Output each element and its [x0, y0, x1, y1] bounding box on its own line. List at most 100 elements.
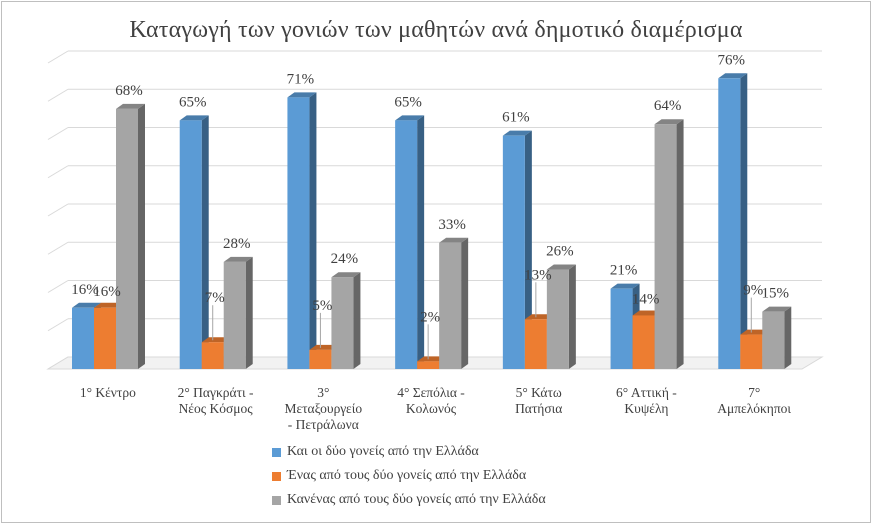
- data-label: 33%: [438, 217, 466, 233]
- legend-label: Κανένας από τους δύο γονείς από την Ελλά…: [287, 492, 546, 507]
- bar-side: [417, 115, 425, 369]
- bar: [654, 124, 677, 369]
- legend-swatch: [272, 447, 281, 457]
- category-label: Νέος Κόσμος: [179, 401, 254, 416]
- data-label: 14%: [632, 291, 660, 307]
- bar-top: [654, 119, 684, 125]
- legend-item: Και οι δύο γονείς από την Ελλάδα: [272, 440, 546, 464]
- category-label: Αμπελόκηποι: [717, 401, 791, 416]
- bar: [632, 315, 655, 369]
- data-label: 13%: [524, 267, 552, 283]
- legend-item: Ένας από τους δύο γονείς από την Ελλάδα: [272, 464, 546, 488]
- gridline-side: [47, 203, 69, 217]
- bar: [439, 242, 462, 369]
- legend-label: Και οι δύο γονείς από την Ελλάδα: [287, 444, 479, 459]
- legend-swatch: [272, 471, 281, 481]
- gridline-side: [47, 241, 69, 255]
- bar: [94, 307, 116, 369]
- data-label: 21%: [610, 263, 638, 279]
- bar-top: [524, 314, 554, 320]
- gridline-side: [47, 318, 69, 332]
- category-label: 1° Κέντρο: [80, 385, 136, 400]
- bar: [179, 120, 202, 369]
- category-label: 6° Αττική -: [616, 385, 677, 400]
- data-label: 7%: [205, 290, 225, 306]
- legend: Και οι δύο γονείς από την Ελλάδα Ένας από…: [272, 440, 546, 512]
- bar: [762, 311, 785, 369]
- bar: [502, 135, 525, 369]
- bar-side: [784, 306, 792, 369]
- data-label: 2%: [420, 309, 440, 325]
- category-label: Κολωνός: [406, 401, 457, 416]
- data-label: 16%: [71, 282, 99, 298]
- category-label: 2° Παγκράτι -: [178, 385, 254, 400]
- legend-swatch: [272, 495, 281, 505]
- bar-top: [740, 329, 770, 335]
- bar-top: [287, 92, 317, 98]
- data-label: 76%: [718, 52, 746, 68]
- bar: [740, 334, 763, 369]
- bar-top: [632, 310, 662, 316]
- bar-side: [353, 272, 361, 369]
- data-label: 28%: [223, 236, 251, 252]
- category-label: Μεταξουργείο: [284, 401, 362, 416]
- bar: [72, 307, 94, 369]
- bar: [309, 349, 332, 369]
- bar-top: [179, 115, 209, 121]
- data-label: 71%: [287, 71, 315, 87]
- bar: [116, 108, 138, 370]
- bar: [331, 277, 354, 369]
- legend-item: Κανένας από τους δύο γονείς από την Ελλά…: [272, 488, 546, 512]
- bar-side: [676, 119, 684, 369]
- bar: [395, 120, 418, 369]
- category-label: Πατήσια: [515, 401, 562, 416]
- bar-top: [331, 272, 361, 278]
- bar: [223, 261, 246, 369]
- gridline-side: [47, 165, 69, 179]
- data-label: 61%: [502, 110, 530, 126]
- bar-top: [72, 302, 101, 308]
- category-label: 7°: [748, 385, 760, 400]
- category-label: - Πετράλωνα: [288, 417, 359, 432]
- bar-side: [461, 237, 469, 369]
- category-label: Κυψέλη: [624, 401, 668, 416]
- bar: [201, 342, 224, 369]
- category-label: 3°: [317, 385, 329, 400]
- bar-top: [718, 73, 748, 79]
- bar: [287, 97, 310, 370]
- bar-top: [546, 264, 576, 270]
- gridline-side: [47, 88, 69, 102]
- bar: [718, 78, 741, 370]
- data-label: 16%: [93, 284, 121, 300]
- bar: [610, 288, 633, 369]
- bar-top: [223, 256, 253, 262]
- gridline-side: [47, 50, 69, 64]
- data-label: 68%: [115, 83, 143, 99]
- category-label: 4° Σεπόλια -: [397, 385, 465, 400]
- data-label: 5%: [312, 298, 332, 314]
- bar-top: [116, 103, 145, 109]
- bar: [417, 361, 440, 369]
- bar-side: [568, 264, 576, 369]
- chart-title: Καταγωγή των γονιών των μαθητών ανά δημο…: [129, 17, 743, 43]
- bar-side: [138, 103, 145, 370]
- data-label: 65%: [179, 94, 207, 110]
- data-label: 26%: [546, 244, 574, 260]
- bar-top: [417, 356, 447, 362]
- bar: [546, 269, 569, 369]
- gridline-side: [47, 280, 69, 293]
- bar-side: [524, 130, 532, 369]
- bar-top: [309, 344, 339, 350]
- data-label: 9%: [743, 283, 763, 299]
- category-label: 5° Κάτω: [516, 385, 562, 400]
- bar-top: [395, 115, 425, 121]
- gridline-side: [47, 127, 69, 140]
- bar-top: [201, 337, 231, 343]
- legend-label: Ένας από τους δύο γονείς από την Ελλάδα: [287, 468, 527, 483]
- data-label: 15%: [762, 286, 790, 302]
- bar-top: [94, 302, 123, 308]
- bar-top: [762, 306, 792, 312]
- bar-side: [309, 92, 317, 370]
- bar-top: [439, 237, 469, 243]
